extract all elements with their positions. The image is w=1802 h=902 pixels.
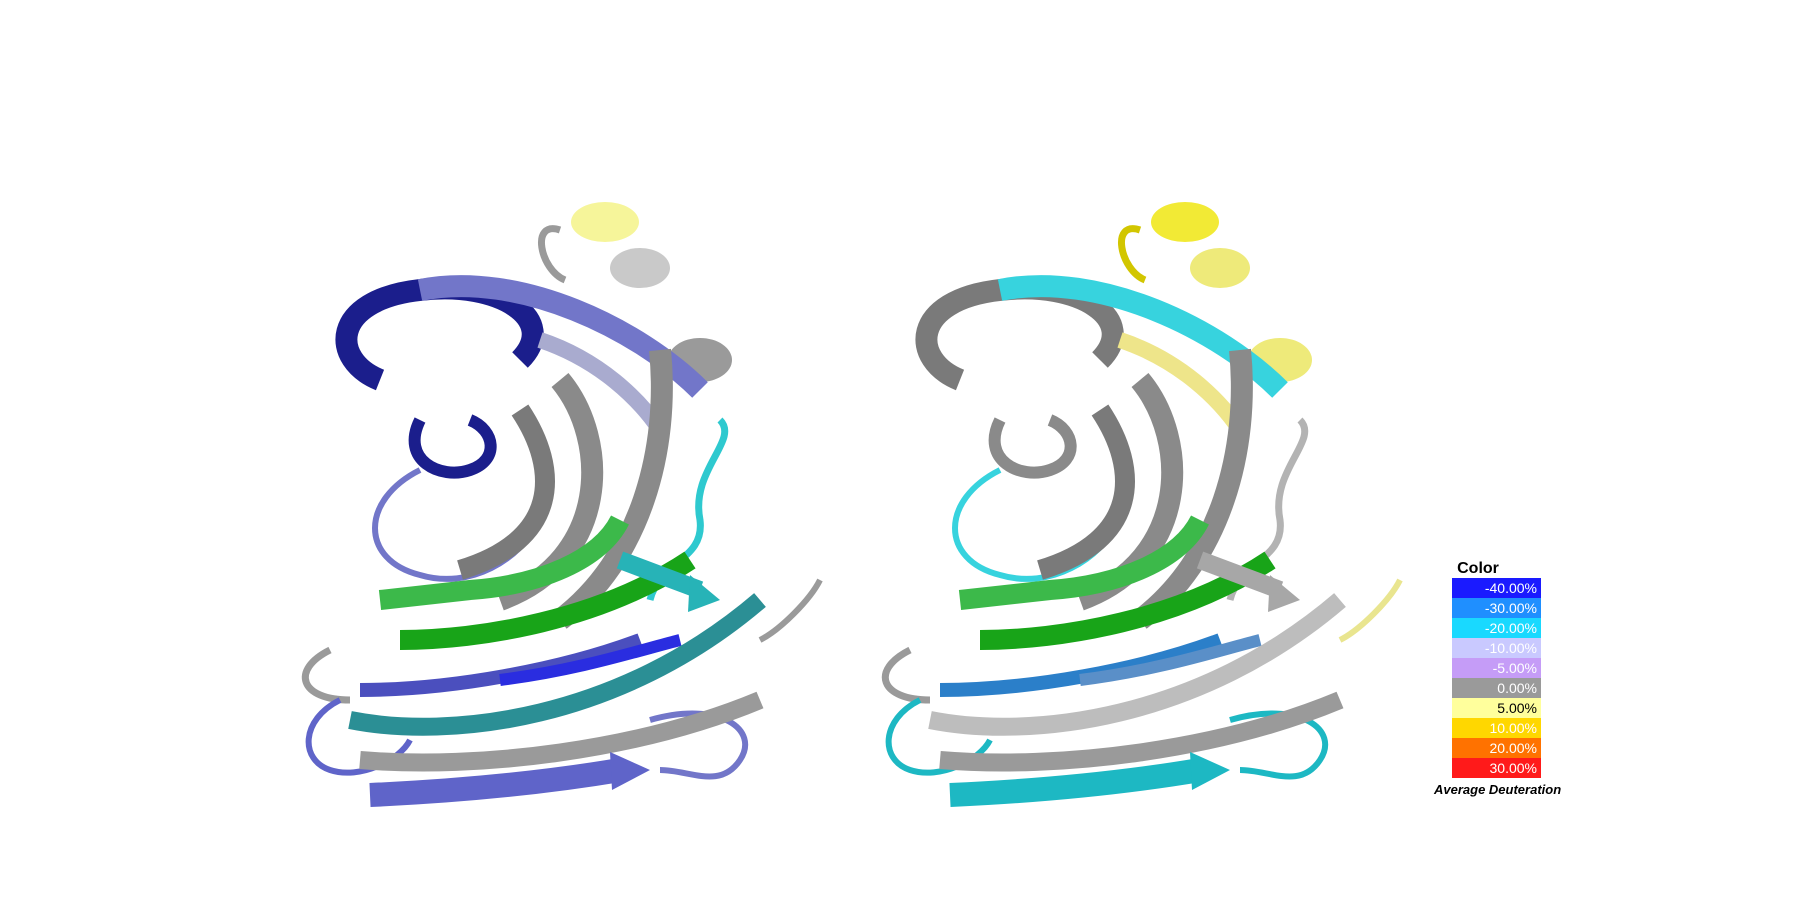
protein-structure-left xyxy=(301,202,823,807)
legend-entry: 10.00% xyxy=(1452,718,1541,738)
legend-entry: -5.00% xyxy=(1452,658,1541,678)
legend-entry: 5.00% xyxy=(1452,698,1541,718)
legend-entry: 20.00% xyxy=(1452,738,1541,758)
legend-swatches: -40.00% -30.00% -20.00% -10.00% -5.00% 0.00% 5… xyxy=(1440,578,1588,778)
legend-title: Color xyxy=(1457,560,1499,577)
color-legend: Color -40.00% -30.00% -20.00% -10.00% -5.00%… xyxy=(1434,560,1588,797)
legend-entry: -10.00% xyxy=(1452,638,1541,658)
legend-entry: -20.00% xyxy=(1452,618,1541,638)
legend-caption: Average Deuteration xyxy=(1434,782,1562,797)
legend-entry: -40.00% xyxy=(1452,578,1541,598)
legend-entry: 30.00% xyxy=(1452,758,1541,778)
legend-entry: 0.00% xyxy=(1452,678,1541,698)
legend-entry: -30.00% xyxy=(1452,598,1541,618)
